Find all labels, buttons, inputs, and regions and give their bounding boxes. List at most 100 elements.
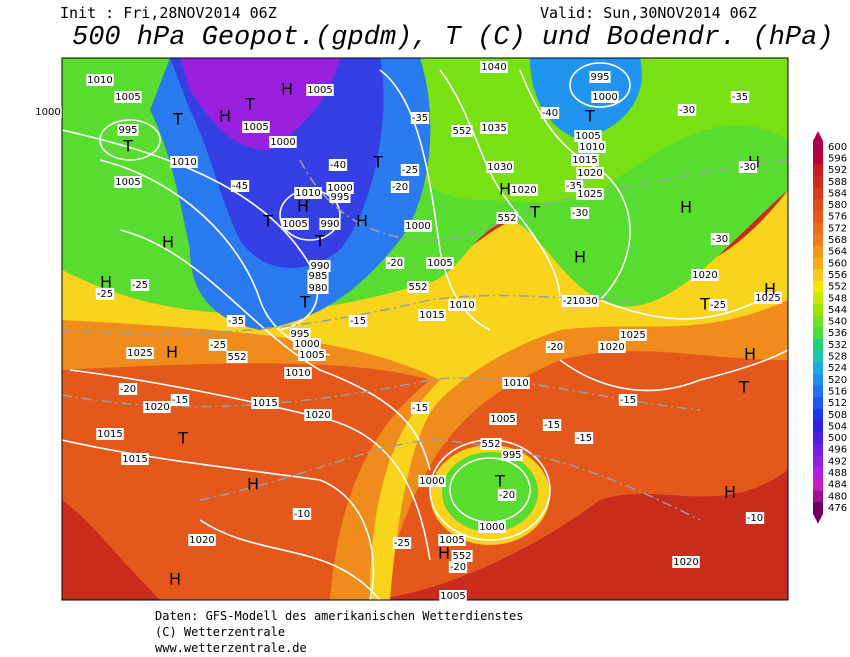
pressure-center: T	[244, 95, 255, 114]
pressure-center: H	[100, 273, 112, 292]
label-box	[691, 269, 719, 281]
pressure-center: T	[699, 295, 710, 314]
colorbar-label: 592	[828, 165, 847, 176]
pressure-center: H	[680, 198, 692, 217]
label-box	[306, 84, 334, 96]
colorbar-cell	[813, 210, 823, 224]
isobar-label: 995	[290, 329, 309, 340]
isobar-label: 1000	[35, 107, 60, 118]
isobar-label: 1025	[755, 293, 780, 304]
isobar-label: 552	[452, 126, 471, 137]
isobar-label: 1020	[189, 535, 214, 546]
label-box	[95, 288, 115, 300]
label-box	[298, 349, 326, 361]
label-box	[496, 212, 518, 224]
isobar-label: 1015	[252, 398, 277, 409]
isobar-label: -20	[450, 562, 466, 573]
isobar-label: -10	[294, 509, 310, 520]
label-box	[418, 475, 446, 487]
colorbar-cell	[813, 269, 823, 282]
label-box	[480, 438, 502, 450]
isobar-label: -25	[210, 340, 226, 351]
isobar-label: 1015	[572, 155, 597, 166]
pressure-center: T	[299, 293, 310, 312]
colorbar-cell	[813, 420, 823, 433]
valid-time: Valid: Sun,30NOV2014 06Z	[540, 4, 757, 22]
isobar-label: -20	[392, 182, 408, 193]
label-box	[418, 309, 446, 321]
label-box	[618, 394, 638, 406]
label-box	[578, 141, 606, 153]
isobar-label: 1035	[481, 123, 506, 134]
label-box	[486, 161, 514, 173]
isobar-label: 1020	[305, 410, 330, 421]
isobar-label: -25	[394, 538, 410, 549]
colorbar-label: 564	[828, 247, 847, 258]
isobar-label: 1010	[503, 378, 528, 389]
isobar-label: -25	[402, 165, 418, 176]
colorbar-label: 572	[828, 223, 847, 234]
label-box	[540, 107, 560, 119]
colorbar-label: 536	[828, 328, 847, 339]
label-box	[448, 561, 468, 573]
label-box	[501, 449, 523, 461]
isobar-label: 1005	[282, 219, 307, 230]
isobar-label: 985	[308, 271, 327, 282]
colorbar-cell	[813, 339, 823, 352]
isobar-label: 1000	[405, 221, 430, 232]
isobar-label: 1005	[575, 131, 600, 142]
isobar-label: -30	[572, 208, 588, 219]
isobar-label: 990	[320, 219, 339, 230]
label-box	[745, 512, 765, 524]
map-title: 500 hPa Geopot.(gpdm), T (C) und Bodendr…	[72, 23, 834, 53]
copyright: (C) Wetterzentrale	[155, 625, 285, 639]
colorbar-label: 540	[828, 317, 847, 328]
label-box	[319, 218, 341, 230]
colorbar-cell	[813, 502, 823, 515]
isobar-label: 1010	[87, 75, 112, 86]
isobar-label: -30	[679, 105, 695, 116]
colorbar-cell	[813, 362, 823, 375]
isobar-label: -15	[576, 433, 592, 444]
label-box	[114, 176, 142, 188]
isobar-label: -25	[563, 296, 579, 307]
label-box	[708, 299, 728, 311]
isobar-label: 1010	[285, 368, 310, 379]
label-box	[489, 413, 517, 425]
colorbar-cell	[813, 304, 823, 317]
label-box	[754, 292, 782, 304]
colorbar-cell	[813, 478, 823, 491]
isobar-label: -15	[412, 403, 428, 414]
isobar-label: 1000	[419, 476, 444, 487]
isobar-label: 995	[330, 192, 349, 203]
isobar-label: 552	[452, 551, 471, 562]
colorbar-cap	[813, 131, 823, 141]
isobar-label: 1025	[620, 330, 645, 341]
colorbar-label: 528	[828, 352, 847, 363]
isobar-label: 1005	[427, 258, 452, 269]
pressure-center: H	[169, 570, 181, 589]
isobar-label: 1005	[115, 177, 140, 188]
colorbar-label: 524	[828, 363, 847, 374]
colorbar-cell	[813, 315, 823, 328]
label-box	[542, 419, 562, 431]
pressure-center: T	[172, 110, 183, 129]
label-box	[478, 521, 506, 533]
label-box	[677, 104, 697, 116]
label-box	[348, 315, 368, 327]
label-box	[619, 329, 647, 341]
label-box	[226, 351, 248, 363]
isobar-label: 980	[308, 283, 327, 294]
colorbar-cell	[813, 164, 823, 177]
colorbar-label: 580	[828, 200, 847, 211]
colorbar-label: 500	[828, 433, 847, 444]
isobar-label: 1020	[673, 557, 698, 568]
colorbar-label: 584	[828, 188, 847, 199]
isobar-label: 1000	[479, 522, 504, 533]
colorbar-label: 544	[828, 305, 847, 316]
colorbar-cell	[813, 467, 823, 480]
colorbar-label: 568	[828, 235, 847, 246]
colorbar-label: 480	[828, 491, 847, 502]
label-box	[570, 207, 590, 219]
